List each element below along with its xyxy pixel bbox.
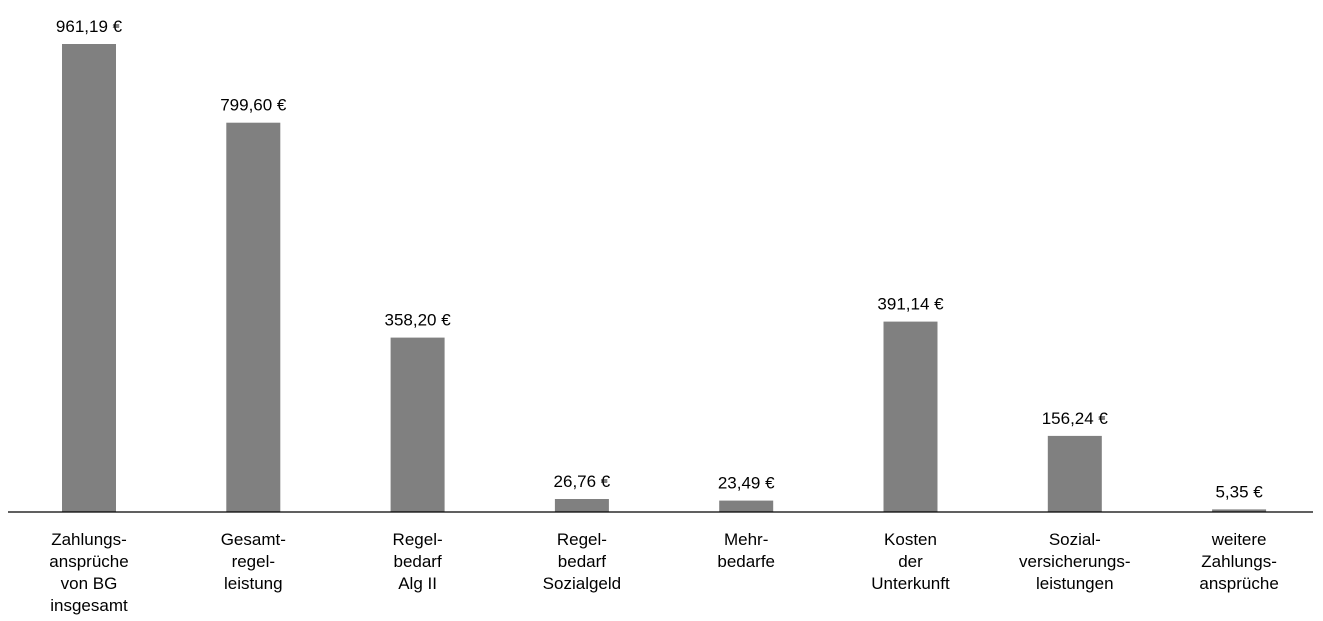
category-label-line: ansprüche — [49, 552, 128, 571]
category-label-line: bedarfe — [717, 552, 775, 571]
category-label-line: leistung — [224, 574, 283, 593]
category-label-line: Zahlungs- — [1201, 552, 1277, 571]
value-label-5: 391,14 € — [877, 295, 944, 314]
category-label-3: Regel-bedarf Sozialgeld — [543, 530, 621, 593]
category-label-line: Sozialgeld — [543, 574, 621, 593]
category-label-line: Gesamt- — [221, 530, 286, 549]
category-label-line: weitere — [1211, 530, 1267, 549]
value-label-0: 961,19 € — [56, 17, 123, 36]
category-label-line: Regel- — [557, 530, 607, 549]
bar-2 — [390, 337, 445, 512]
category-label-line: insgesamt — [50, 596, 128, 615]
category-label-line: Kosten — [884, 530, 937, 549]
bars-group — [62, 44, 1267, 512]
category-label-line: Unterkunft — [871, 574, 950, 593]
value-labels-group: 961,19 € 799,60 € 358,20 € 26,76 € 23,49 € 39… — [56, 17, 1263, 501]
category-label-line: Regel- — [393, 530, 443, 549]
category-label-2: Regel-bedarf Alg II — [393, 530, 443, 593]
bar-1 — [226, 122, 281, 512]
category-label-line: Zahlungs- — [51, 530, 127, 549]
bar-6 — [1047, 435, 1102, 512]
value-label-7: 5,35 € — [1215, 482, 1263, 501]
category-label-line: versicherungs- — [1019, 552, 1131, 571]
value-label-2: 358,20 € — [385, 311, 452, 330]
category-label-0: Zahlungs-ansprüche von BG insgesamt — [49, 530, 128, 615]
category-label-1: Gesamt-regel-leistung — [221, 530, 286, 593]
value-label-4: 23,49 € — [718, 474, 775, 493]
category-label-line: der — [898, 552, 923, 571]
value-label-3: 26,76 € — [554, 472, 611, 491]
value-label-1: 799,60 € — [220, 96, 287, 115]
category-label-line: regel- — [232, 552, 275, 571]
category-label-line: Sozial- — [1049, 530, 1101, 549]
category-label-line: bedarf — [558, 552, 606, 571]
category-label-7: weitere Zahlungs-ansprüche — [1199, 530, 1278, 593]
category-label-line: Alg II — [398, 574, 437, 593]
bar-7 — [1212, 509, 1267, 512]
bar-0 — [62, 44, 116, 512]
category-label-5: Kosten der Unterkunft — [871, 530, 950, 593]
category-label-line: ansprüche — [1199, 574, 1278, 593]
category-labels-group: Zahlungs-ansprüche von BG insgesamt Gesamt-… — [49, 530, 1278, 615]
category-label-6: Sozial-versicherungs-leistungen — [1019, 530, 1131, 593]
bar-4 — [719, 500, 774, 512]
bar-3 — [554, 499, 609, 512]
value-label-6: 156,24 € — [1042, 409, 1109, 428]
bar-5 — [883, 321, 938, 512]
category-label-line: Mehr- — [724, 530, 768, 549]
category-label-4: Mehr-bedarfe — [717, 530, 775, 571]
category-label-line: bedarf — [393, 552, 441, 571]
category-label-line: von BG — [61, 574, 118, 593]
category-label-line: leistungen — [1036, 574, 1114, 593]
